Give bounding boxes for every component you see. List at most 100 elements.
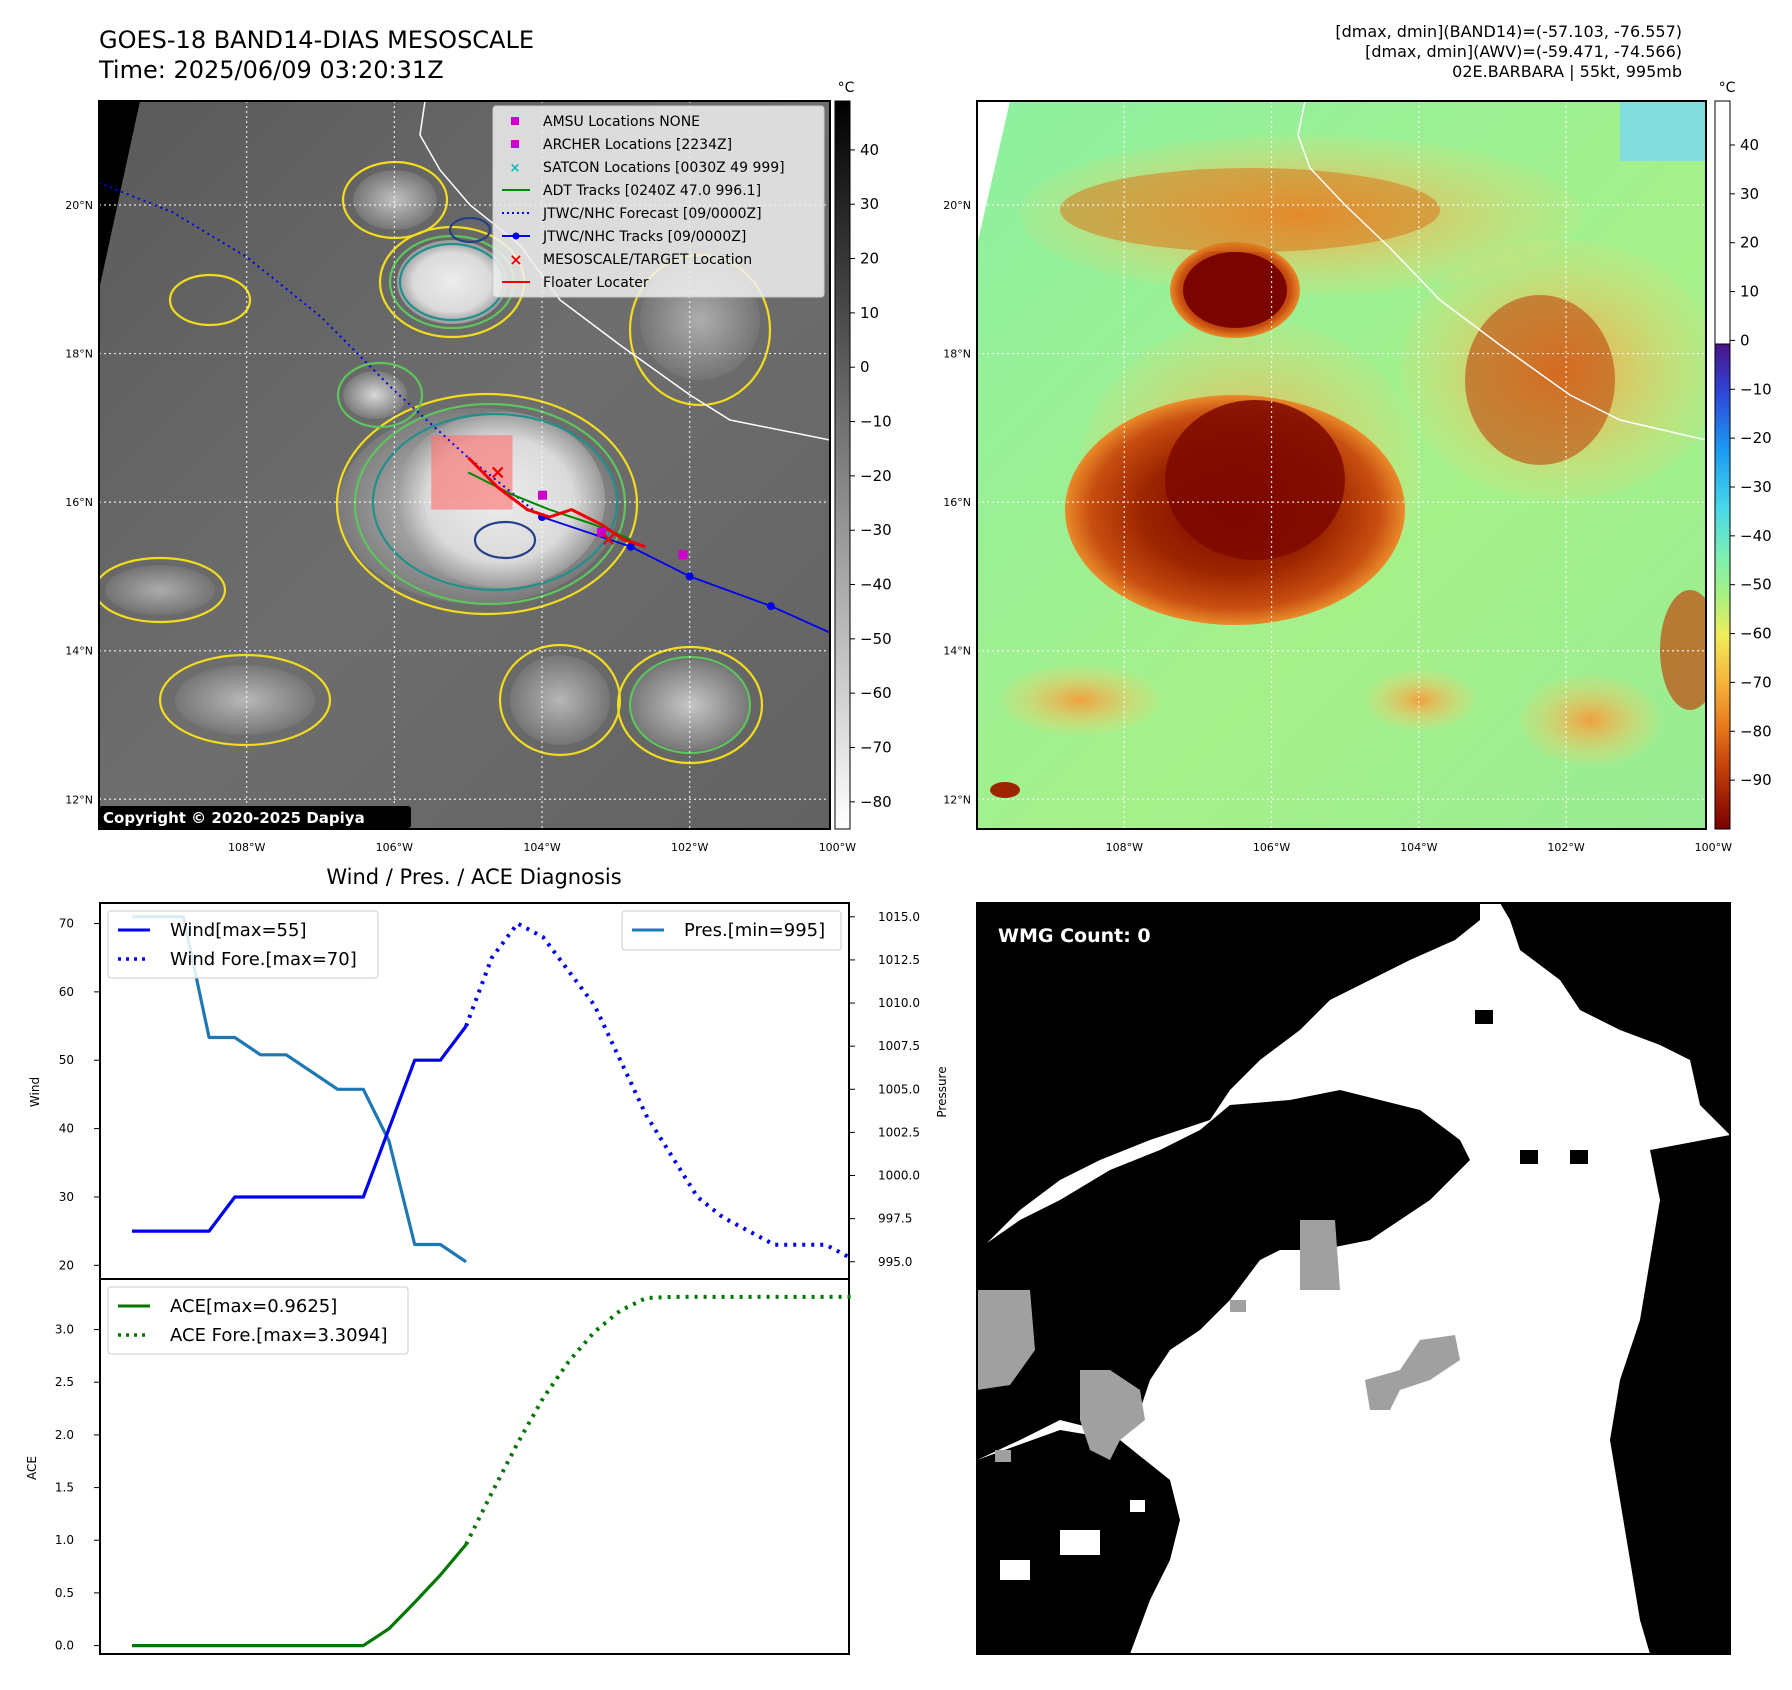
pressure-axis-label: 995.0 bbox=[878, 1255, 912, 1269]
awv-colorbar-label: −80 bbox=[1740, 722, 1772, 740]
awv-colorbar-label: 0 bbox=[1740, 331, 1750, 349]
ir-colorbar-label: 20 bbox=[860, 250, 879, 268]
legend-wind-fore: Wind Fore.[max=70] bbox=[170, 949, 357, 970]
pressure-ylabel: Pressure bbox=[935, 1066, 949, 1117]
copyright: Copyright © 2020-2025 Dapiya bbox=[103, 809, 365, 827]
wmg-count: WMG Count: 0 bbox=[998, 925, 1151, 947]
wind-ylabel: Wind bbox=[28, 1077, 42, 1107]
awv-lat-label: 16°N bbox=[943, 496, 971, 509]
forecast-track-line bbox=[99, 181, 543, 518]
ir-colorbar-label: −40 bbox=[860, 576, 892, 594]
awv-colorbar-label: −90 bbox=[1740, 771, 1772, 789]
ir-lat-label: 14°N bbox=[65, 645, 93, 658]
awv-colorbar-label: −20 bbox=[1740, 429, 1772, 447]
awv-colorbar-label: −60 bbox=[1740, 625, 1772, 643]
ace-line bbox=[132, 1543, 468, 1648]
awv-lon-label: 106°W bbox=[1253, 841, 1290, 854]
wind-axis-label: 30 bbox=[59, 1190, 74, 1204]
ir-lon-label: 108°W bbox=[228, 841, 265, 854]
ir-colorbar-label: 0 bbox=[860, 358, 870, 376]
legend-amsu-marker bbox=[511, 117, 519, 125]
awv-frame bbox=[976, 100, 1707, 830]
best-track-point bbox=[766, 602, 775, 611]
wind-axis-label: 70 bbox=[59, 917, 74, 931]
pressure-axis-label: 1000.0 bbox=[878, 1169, 920, 1183]
ir-colorbar-label: −20 bbox=[860, 467, 892, 485]
ir-lon-label: 104°W bbox=[523, 841, 560, 854]
awv-colorbar-label: −70 bbox=[1740, 673, 1772, 691]
ir-colorbar-label: −30 bbox=[860, 521, 892, 539]
pressure-axis-label: 1012.5 bbox=[878, 953, 920, 967]
figure-time: Time: 2025/06/09 03:20:31Z bbox=[99, 56, 444, 84]
legend-satcon: SATCON Locations [0030Z 49 999] bbox=[543, 160, 785, 176]
ace-axis-label: 3.0 bbox=[55, 1323, 74, 1337]
wmg-frame bbox=[976, 902, 1731, 1655]
ir-colorbar-label: −50 bbox=[860, 630, 892, 648]
info-storm: 02E.BARBARA | 55kt, 995mb bbox=[1452, 62, 1682, 81]
legend-wind: Wind[max=55] bbox=[170, 920, 307, 941]
awv-panel: 20°N 18°N 16°N 14°N 12°N 108°W 106°W 104°W 102°… bbox=[943, 100, 1732, 854]
legend-floater: Floater Locater bbox=[543, 275, 649, 291]
best-track-point bbox=[626, 542, 635, 551]
ir-lon-label: 102°W bbox=[671, 841, 708, 854]
target-marker bbox=[602, 533, 615, 546]
ace-axis-label: 1.5 bbox=[55, 1481, 74, 1495]
legend-tracks: JTWC/NHC Tracks [09/0000Z] bbox=[542, 229, 746, 245]
awv-lat-label: 12°N bbox=[943, 793, 971, 806]
ace-axis-label: 0.5 bbox=[55, 1586, 74, 1600]
ir-frame bbox=[98, 100, 831, 830]
ir-lon-label: 100°W bbox=[819, 841, 856, 854]
ir-colorbar-label: 40 bbox=[860, 141, 879, 159]
ace-forecast-line bbox=[464, 1294, 852, 1546]
ace-axis-label: 2.5 bbox=[55, 1375, 74, 1389]
legend-amsu: AMSU Locations NONE bbox=[543, 114, 700, 130]
ir-colorbar-label: −70 bbox=[860, 739, 892, 757]
ir-lat-label: 12°N bbox=[65, 793, 93, 806]
legend-forecast: JTWC/NHC Forecast [09/0000Z] bbox=[542, 206, 762, 222]
best-track-point bbox=[685, 572, 694, 581]
ir-lon-label: 106°W bbox=[376, 841, 413, 854]
pressure-axis-label: 1005.0 bbox=[878, 1082, 920, 1096]
diagnosis-title: Wind / Pres. / ACE Diagnosis bbox=[326, 865, 621, 889]
ace-axis-label: 2.0 bbox=[55, 1428, 74, 1442]
wind-legend: Wind[max=55] Wind Fore.[max=70] bbox=[107, 910, 379, 979]
ir-lat-label: 18°N bbox=[65, 348, 93, 361]
legend-ace: ACE[max=0.9625] bbox=[170, 1296, 337, 1317]
ir-colorbar-label: −60 bbox=[860, 684, 892, 702]
wind-axis-label: 60 bbox=[59, 985, 74, 999]
ir-colorbar-label: 10 bbox=[860, 304, 879, 322]
awv-lon-label: 102°W bbox=[1547, 841, 1584, 854]
legend-target-marker: × bbox=[509, 250, 522, 269]
figure-title: GOES-18 BAND14-DIAS MESOSCALE bbox=[99, 26, 535, 54]
info-awv: [dmax, dmin](AWV)=(-59.471, -74.566) bbox=[1365, 42, 1682, 61]
awv-lon-label: 104°W bbox=[1400, 841, 1437, 854]
target-marker bbox=[491, 466, 504, 479]
info-band14: [dmax, dmin](BAND14)=(-57.103, -76.557) bbox=[1335, 22, 1682, 41]
ace-ylabel: ACE bbox=[25, 1456, 39, 1480]
ir-legend: AMSU Locations NONE ARCHER Locations [22… bbox=[492, 105, 825, 298]
ir-colorbar-unit: °C bbox=[838, 80, 855, 96]
diagnosis-chart: Wind / Pres. / ACE Diagnosis Wind Pressu… bbox=[25, 865, 949, 1655]
legend-archer: ARCHER Locations [2234Z] bbox=[543, 137, 732, 153]
legend-ace-fore: ACE Fore.[max=3.3094] bbox=[170, 1325, 388, 1346]
awv-colorbar-unit: °C bbox=[1719, 80, 1736, 96]
ace-axis-label: 0.0 bbox=[55, 1639, 74, 1653]
awv-colorbar-label: −40 bbox=[1740, 527, 1772, 545]
awv-colorbar-label: −50 bbox=[1740, 576, 1772, 594]
awv-colorbar-label: −30 bbox=[1740, 478, 1772, 496]
awv-colorbar-label: 40 bbox=[1740, 136, 1759, 154]
ir-colorbar-label: 30 bbox=[860, 195, 879, 213]
awv-colorbar-label: −10 bbox=[1740, 380, 1772, 398]
archer-marker bbox=[597, 527, 607, 537]
awv-colorbar-label: 30 bbox=[1740, 185, 1759, 203]
awv-lat-label: 14°N bbox=[943, 645, 971, 658]
pressure-axis-label: 997.5 bbox=[878, 1212, 912, 1226]
ir-colorbar: °C 40 30 20 10 0 −10 −20 −30 −40 −50 −60 −70 −80 bbox=[834, 80, 892, 830]
awv-image bbox=[977, 101, 1706, 829]
ace-axis-label: 1.0 bbox=[55, 1533, 74, 1547]
ace-legend: ACE[max=0.9625] ACE Fore.[max=3.3094] bbox=[107, 1286, 409, 1355]
wind-axis-label: 50 bbox=[59, 1053, 74, 1067]
pressure-legend: Pres.[min=995] bbox=[621, 910, 842, 951]
